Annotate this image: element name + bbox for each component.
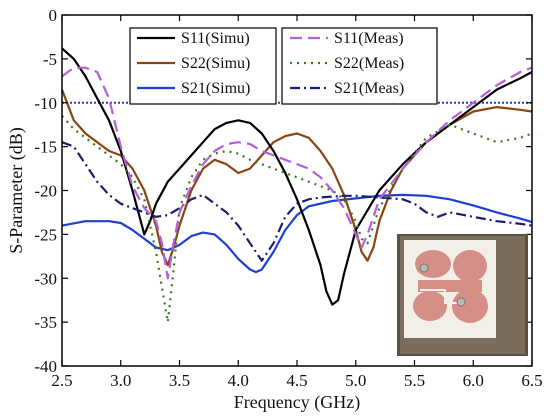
axis-ticks: 2.5 3.0 3.5 4.0 4.5 5.0 5.5 6.0 6.5 0 -5 -10 -15 -20 -… (34, 6, 542, 390)
y-tick-label: -25 (34, 225, 57, 244)
legend-label: S21(Simu) (181, 80, 250, 97)
series-lines (60, 47, 533, 324)
antenna-slot (420, 289, 462, 304)
x-tick-label: 5.5 (404, 371, 425, 390)
legend-box-meas (281, 27, 438, 105)
y-tick-label: -40 (34, 357, 57, 376)
sma-connector (419, 263, 429, 273)
antenna-lobe (453, 250, 487, 282)
y-tick-label: -35 (34, 313, 57, 332)
legend-label: S21(Meas) (334, 80, 404, 97)
x-tick-label: 3.0 (110, 371, 131, 390)
series-line-s11-simu (61, 47, 533, 306)
y-tick-label: 0 (49, 6, 58, 25)
legend: S11(Simu) S22(Simu) S21(Simu) S11(Meas) S22(… (129, 27, 438, 105)
sma-connector (456, 297, 466, 307)
y-tick-label: -10 (34, 94, 57, 113)
antenna-lobe (415, 250, 451, 278)
x-tick-label: 6.0 (463, 371, 484, 390)
legend-label: S22(Simu) (181, 55, 250, 72)
x-tick-label: 6.5 (521, 371, 542, 390)
legend-label: S11(Simu) (181, 30, 250, 47)
y-tick-label: -30 (34, 269, 57, 288)
x-tick-label: 3.5 (169, 371, 190, 390)
antenna-lobe (452, 289, 488, 323)
x-tick-label: 5.0 (345, 371, 366, 390)
x-tick-label: 4.5 (286, 371, 307, 390)
x-axis-label: Frequency (GHz) (234, 392, 360, 413)
y-tick-label: -15 (34, 138, 57, 157)
series-line-s11-meas (61, 66, 533, 280)
series-line-s21-simu (61, 193, 533, 274)
series-line-s22-meas (61, 115, 533, 324)
legend-label: S22(Meas) (334, 55, 404, 72)
legend-box-simu (129, 27, 277, 105)
x-tick-label: 2.5 (51, 371, 72, 390)
y-axis-label: S-Parameter (dB) (6, 127, 27, 253)
y-tick-label: -20 (34, 182, 57, 201)
x-tick-label: 4.0 (228, 371, 249, 390)
legend-label: S11(Meas) (334, 30, 404, 47)
antenna-photo-inset (397, 234, 528, 356)
y-tick-label: -5 (43, 50, 57, 69)
antenna-lobe (413, 291, 447, 321)
